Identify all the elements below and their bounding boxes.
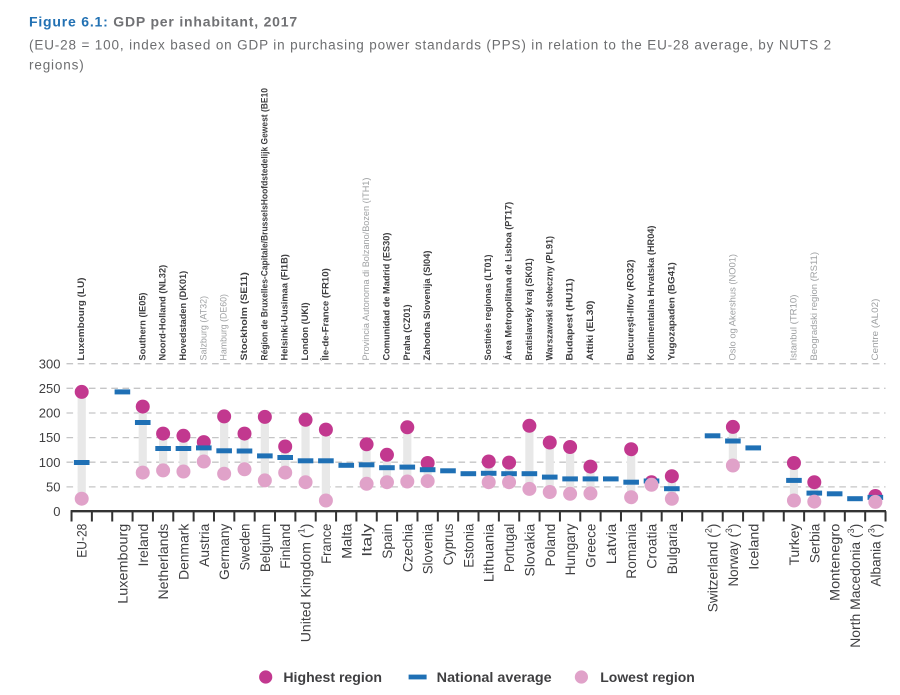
svg-text:Serbia: Serbia bbox=[806, 523, 822, 563]
svg-text:Stockholm (SE11): Stockholm (SE11) bbox=[239, 272, 250, 360]
svg-text:Italy: Italy bbox=[359, 524, 375, 557]
svg-text:Czechia: Czechia bbox=[399, 524, 415, 573]
svg-text:Hovedstaden (DK01): Hovedstaden (DK01) bbox=[178, 271, 189, 361]
svg-text:regions): regions) bbox=[29, 57, 85, 72]
svg-text:Cyprus: Cyprus bbox=[440, 524, 456, 566]
svg-text:Sweden: Sweden bbox=[237, 524, 253, 571]
svg-text:300: 300 bbox=[39, 356, 61, 371]
svg-text:National average: National average bbox=[437, 669, 552, 685]
svg-text:Hungary: Hungary bbox=[562, 524, 578, 576]
svg-text:Belgium: Belgium bbox=[257, 524, 273, 572]
svg-text:Attiki (EL30): Attiki (EL30) bbox=[585, 301, 596, 361]
svg-text:Provincia Autonoma di Bolzano/: Provincia Autonoma di Bolzano/Bozen (ITH… bbox=[361, 178, 372, 361]
svg-text:London (UKI): London (UKI) bbox=[300, 302, 311, 360]
svg-text:EU-28: EU-28 bbox=[74, 524, 90, 558]
svg-text:Luxembourg: Luxembourg bbox=[114, 524, 130, 604]
svg-text:100: 100 bbox=[39, 455, 61, 470]
svg-text:Kontinentalna Hrvatska (HR04): Kontinentalna Hrvatska (HR04) bbox=[646, 226, 657, 361]
svg-text:Latvia: Latvia bbox=[603, 523, 619, 564]
svg-text:Centre (AL02): Centre (AL02) bbox=[870, 299, 881, 361]
svg-text:250: 250 bbox=[39, 381, 61, 396]
svg-text:Malta: Malta bbox=[338, 523, 354, 558]
svg-text:Bratislavský kraj (SK01): Bratislavský kraj (SK01) bbox=[524, 258, 535, 360]
svg-text:Croatia: Croatia bbox=[644, 523, 660, 568]
svg-text:Lithuania: Lithuania bbox=[481, 523, 497, 582]
svg-text:North Macedonia (3): North Macedonia (3) bbox=[846, 524, 863, 648]
svg-text:Sostinės regionas (LT01): Sostinės regionas (LT01) bbox=[483, 255, 494, 361]
svg-text:Ireland: Ireland bbox=[135, 524, 151, 567]
svg-text:Bulgaria: Bulgaria bbox=[664, 523, 680, 574]
svg-text:Spain: Spain bbox=[379, 524, 395, 559]
svg-text:United Kingdom (1): United Kingdom (1) bbox=[297, 524, 314, 643]
svg-text:Montenegro: Montenegro bbox=[827, 523, 843, 601]
svg-text:0: 0 bbox=[53, 504, 60, 519]
svg-text:50: 50 bbox=[46, 480, 60, 495]
svg-text:Région de Bruxelles-Capitale/B: Région de Bruxelles-Capitale/BrusselsHoo… bbox=[259, 88, 270, 361]
svg-text:Albania (3): Albania (3) bbox=[866, 524, 883, 587]
svg-text:Southern (IE05): Southern (IE05) bbox=[137, 293, 148, 361]
svg-text:Slovakia: Slovakia bbox=[521, 523, 537, 576]
svg-text:Lowest region: Lowest region bbox=[600, 669, 695, 685]
svg-text:Greece: Greece bbox=[582, 524, 598, 568]
svg-text:Budapest (HU11): Budapest (HU11) bbox=[565, 278, 576, 360]
svg-text:Bucureşti-Ilfov (RO32): Bucureşti-Ilfov (RO32) bbox=[626, 260, 637, 361]
svg-text:Luxembourg (LU): Luxembourg (LU) bbox=[76, 278, 87, 361]
svg-text:Warszawski stołeczny (PL91): Warszawski stołeczny (PL91) bbox=[544, 236, 555, 361]
svg-text:Helsinki-Uusimaa (FI1B): Helsinki-Uusimaa (FI1B) bbox=[280, 254, 291, 360]
svg-text:Switzerland (2): Switzerland (2) bbox=[704, 524, 721, 613]
svg-text:(EU-28 = 100, index based on G: (EU-28 = 100, index based on GDP in purc… bbox=[29, 37, 832, 52]
svg-text:Praha (CZ01): Praha (CZ01) bbox=[402, 305, 413, 361]
svg-text:Zahodna Slovenija (SI04): Zahodna Slovenija (SI04) bbox=[422, 251, 433, 361]
svg-text:Norway (3): Norway (3) bbox=[724, 524, 741, 587]
svg-text:Beogradski region (RS11): Beogradski region (RS11) bbox=[809, 252, 820, 361]
svg-text:Área Metropolitana de Lisboa (: Área Metropolitana de Lisboa (PT17) bbox=[504, 202, 515, 361]
svg-text:Germany: Germany bbox=[216, 524, 232, 580]
svg-text:Iceland: Iceland bbox=[745, 524, 761, 570]
svg-text:Hamburg (DE60): Hamburg (DE60) bbox=[219, 294, 230, 361]
svg-text:Oslo og Akershus (NO01): Oslo og Akershus (NO01) bbox=[727, 254, 738, 361]
svg-text:Istanbul (TR10): Istanbul (TR10) bbox=[788, 295, 799, 361]
svg-text:Estonia: Estonia bbox=[460, 524, 476, 568]
svg-text:150: 150 bbox=[39, 430, 61, 445]
svg-text:Portugal: Portugal bbox=[501, 524, 517, 572]
svg-text:Comunidad de Madrid (ES30): Comunidad de Madrid (ES30) bbox=[381, 233, 392, 361]
svg-text:Île-de-France (FR10): Île-de-France (FR10) bbox=[319, 268, 331, 361]
svg-text:Finland: Finland bbox=[277, 524, 293, 569]
svg-text:Poland: Poland bbox=[542, 524, 558, 567]
svg-text:Highest region: Highest region bbox=[283, 669, 382, 685]
svg-text:Austria: Austria bbox=[196, 523, 212, 566]
svg-text:Netherlands: Netherlands bbox=[155, 524, 171, 600]
svg-text:Slovenia: Slovenia bbox=[420, 523, 436, 574]
svg-text:Figure 6.1: GDP per inhabitant: Figure 6.1: GDP per inhabitant, 2017 bbox=[29, 14, 298, 30]
svg-text:200: 200 bbox=[39, 406, 61, 421]
svg-text:Denmark: Denmark bbox=[175, 523, 191, 580]
svg-text:Turkey: Turkey bbox=[786, 524, 802, 566]
svg-text:Yugozapaden (BG41): Yugozapaden (BG41) bbox=[666, 262, 677, 360]
svg-text:France: France bbox=[318, 524, 334, 564]
svg-text:Romania: Romania bbox=[623, 523, 639, 578]
svg-text:Salzburg (AT32): Salzburg (AT32) bbox=[198, 296, 209, 361]
svg-text:Noord-Holland (NL32): Noord-Holland (NL32) bbox=[158, 265, 169, 361]
